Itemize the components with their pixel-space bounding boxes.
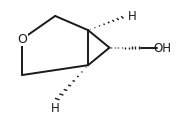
Text: H: H <box>128 10 137 23</box>
Text: OH: OH <box>153 42 171 55</box>
Text: H: H <box>51 101 60 114</box>
Text: O: O <box>17 33 27 46</box>
